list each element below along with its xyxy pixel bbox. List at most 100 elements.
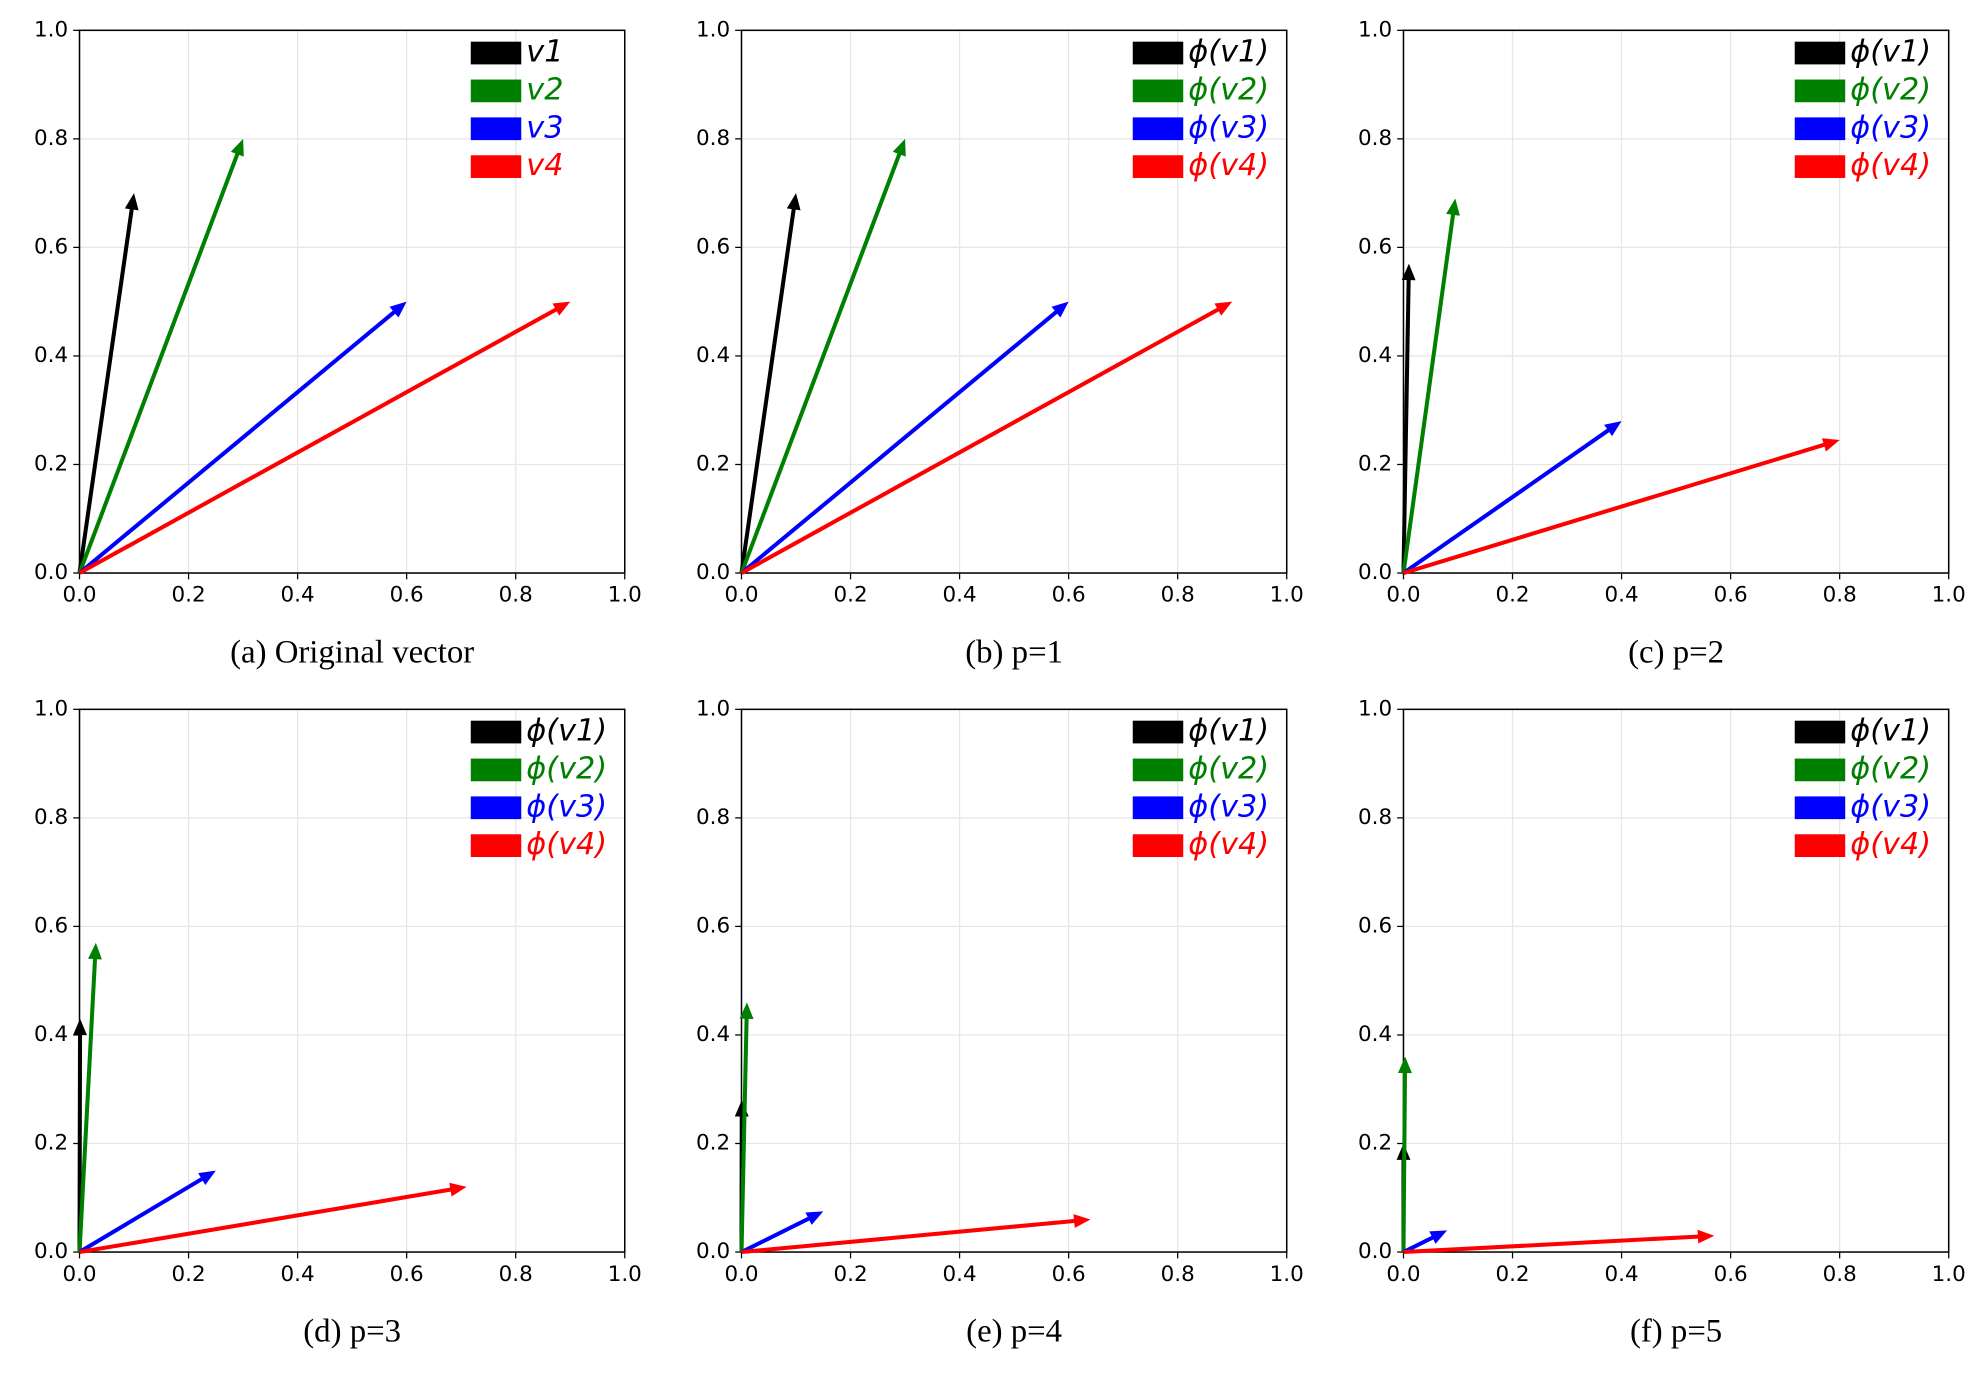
x-tick-label: 1.0 (608, 583, 642, 608)
y-tick-label: 0.8 (34, 805, 68, 830)
x-tick-label: 1.0 (608, 1262, 642, 1287)
x-tick-label: 0.0 (1386, 1262, 1420, 1287)
legend-swatch (1794, 41, 1846, 65)
axes-frame (1402, 708, 1950, 1253)
legend-swatch (1132, 155, 1184, 178)
legend-label: ϕ(v4) (1188, 148, 1269, 183)
y-tick-label: 1.0 (696, 17, 730, 42)
arrow (1402, 421, 1622, 575)
panel-caption: (d) p=3 (303, 1314, 401, 1350)
arrow (77, 942, 102, 1253)
axes-frame (78, 29, 626, 574)
legend-label: ϕ(v3) (1850, 789, 1931, 824)
legend-label: ϕ(v2) (526, 751, 607, 786)
x-tick-label: 0.0 (1386, 583, 1420, 608)
legend-label: ϕ(v4) (1188, 827, 1269, 862)
y-tick-label: 0.0 (696, 1239, 730, 1264)
arrow (78, 301, 571, 575)
x-tick-label: 0.0 (62, 583, 96, 608)
legend-swatch (470, 155, 522, 178)
legend-swatch (470, 796, 522, 820)
legend-swatch (1794, 796, 1846, 820)
legend-swatch (1794, 720, 1846, 744)
legend-label: ϕ(v3) (526, 789, 607, 824)
y-tick-label: 0.2 (34, 451, 68, 476)
legend-label: ϕ(v2) (1850, 751, 1931, 786)
arrow (739, 1002, 754, 1253)
arrow (740, 301, 1233, 575)
legend-label: v4 (526, 148, 563, 183)
y-tick-label: 0.8 (1358, 805, 1392, 830)
arrow (79, 1182, 467, 1255)
y-tick-label: 0.4 (34, 1022, 68, 1047)
legend-swatch (1132, 834, 1184, 858)
axes-frame (740, 29, 1288, 574)
x-tick-label: 0.6 (1714, 583, 1748, 608)
legend-label: v1 (526, 35, 563, 70)
x-tick-label: 0.8 (499, 1262, 533, 1287)
legend-swatch (1132, 117, 1184, 141)
y-tick-label: 1.0 (696, 696, 730, 721)
legend-swatch (1794, 79, 1846, 103)
x-tick-label: 1.0 (1270, 583, 1304, 608)
arrow (739, 138, 906, 574)
arrow (1398, 1056, 1412, 1253)
legend-swatch (1132, 758, 1184, 782)
y-tick-label: 0.4 (696, 343, 730, 368)
legend-label: ϕ(v4) (1850, 827, 1931, 862)
y-tick-label: 0.6 (1358, 234, 1392, 259)
x-tick-label: 0.0 (724, 583, 758, 608)
y-tick-label: 0.0 (1358, 1239, 1392, 1264)
x-tick-label: 0.2 (833, 583, 867, 608)
arrow (1401, 198, 1460, 574)
arrow (740, 1211, 824, 1254)
x-tick-label: 0.4 (943, 1262, 977, 1287)
x-tick-label: 0.2 (1495, 1262, 1529, 1287)
panel-caption: (f) p=5 (1630, 1314, 1722, 1350)
x-tick-label: 0.0 (724, 1262, 758, 1287)
y-tick-label: 0.2 (1358, 451, 1392, 476)
arrow (1403, 1229, 1715, 1255)
legend-label: ϕ(v1) (1850, 714, 1931, 749)
y-tick-label: 1.0 (1358, 17, 1392, 42)
panel-caption: (e) p=4 (966, 1314, 1062, 1350)
legend-swatch (1132, 41, 1184, 65)
y-tick-label: 0.8 (696, 126, 730, 151)
panel-caption: (c) p=2 (1628, 635, 1724, 671)
axes-frame (1402, 29, 1950, 574)
x-tick-label: 0.4 (1605, 1262, 1639, 1287)
legend-label: ϕ(v2) (1188, 751, 1269, 786)
y-tick-label: 0.0 (34, 1239, 68, 1264)
legend-label: ϕ(v3) (1850, 110, 1931, 145)
legend-swatch (1132, 720, 1184, 744)
arrow (1401, 263, 1416, 574)
y-tick-label: 0.6 (34, 913, 68, 938)
y-tick-label: 0.8 (696, 805, 730, 830)
legend-label: ϕ(v2) (1850, 72, 1931, 107)
x-tick-label: 0.8 (1161, 1262, 1195, 1287)
y-tick-label: 0.4 (34, 343, 68, 368)
arrow (77, 193, 139, 574)
arrow (739, 193, 801, 574)
arrow (78, 1170, 216, 1254)
legend-swatch (1132, 79, 1184, 103)
x-tick-label: 0.8 (1823, 583, 1857, 608)
x-tick-label: 0.6 (1714, 1262, 1748, 1287)
x-tick-label: 0.8 (1823, 1262, 1857, 1287)
x-tick-label: 0.6 (390, 1262, 424, 1287)
x-tick-label: 1.0 (1932, 1262, 1966, 1287)
x-tick-label: 0.4 (281, 1262, 315, 1287)
axes-frame (740, 708, 1288, 1253)
legend-label: v3 (526, 110, 563, 145)
y-tick-label: 0.2 (696, 1131, 730, 1156)
y-tick-label: 0.4 (1358, 1022, 1392, 1047)
legend-label: ϕ(v4) (526, 827, 607, 862)
arrow (1402, 1230, 1448, 1254)
legend-swatch (1794, 155, 1846, 178)
legend-swatch (470, 758, 522, 782)
arrow (77, 138, 244, 574)
x-tick-label: 0.2 (833, 1262, 867, 1287)
legend-label: ϕ(v1) (1188, 714, 1269, 749)
x-tick-label: 0.2 (172, 583, 206, 608)
